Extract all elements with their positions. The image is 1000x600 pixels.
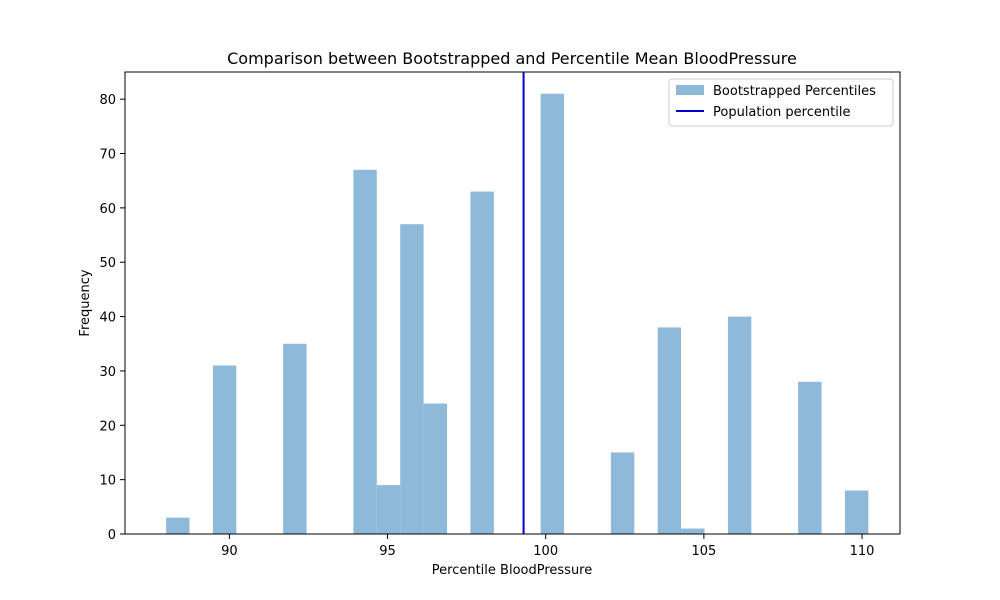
histogram-bar-10	[657, 327, 682, 534]
y-tick-label: 70	[99, 148, 116, 163]
x-tick-label: 110	[850, 544, 875, 559]
y-axis-label: Frequency	[78, 269, 93, 336]
histogram-bar-9	[610, 452, 635, 534]
y-tick-label: 60	[99, 202, 116, 217]
x-tick-label: 105	[691, 544, 716, 559]
legend-box	[668, 78, 894, 127]
y-tick-label: 30	[99, 365, 116, 380]
x-axis-label: Percentile BloodPressure	[432, 563, 592, 578]
histogram-bar-4	[376, 485, 401, 534]
histogram-bar-1	[212, 365, 237, 534]
x-tick-label: 95	[379, 544, 396, 559]
x-tick-label: 100	[533, 544, 558, 559]
histogram-bar-5	[400, 224, 424, 534]
histogram-bar-7	[470, 191, 494, 534]
legend-label-population: Population percentile	[713, 105, 850, 120]
histogram-bar-12	[727, 316, 752, 534]
histogram-bar-8	[540, 93, 565, 535]
y-axis-ticks: 0 10 20 30 40 50 60 70 80	[99, 93, 125, 543]
y-tick-label: 0	[108, 528, 116, 543]
y-tick-label: 80	[99, 93, 116, 108]
histogram-bar-11	[681, 528, 705, 534]
x-axis-ticks: 90 95 100 105 110	[221, 534, 874, 559]
y-tick-label: 20	[99, 419, 116, 434]
y-tick-label: 10	[99, 474, 116, 489]
x-tick-label: 90	[221, 544, 238, 559]
histogram-bar-6	[423, 403, 448, 534]
y-tick-label: 50	[99, 256, 116, 271]
histogram-bar-13	[798, 381, 822, 534]
legend-swatch-bootstrapped	[676, 85, 704, 95]
histogram-bar-14	[844, 490, 869, 534]
histogram-bar-2	[283, 343, 307, 534]
legend-label-bootstrapped: Bootstrapped Percentiles	[713, 84, 876, 99]
histogram-bars	[166, 93, 869, 535]
chart-title: Comparison between Bootstrapped and Perc…	[227, 49, 797, 68]
y-tick-label: 40	[99, 311, 116, 326]
plot-frame	[124, 71, 901, 535]
histogram-bar-3	[353, 169, 377, 534]
legend: Bootstrapped Percentiles Population perc…	[668, 78, 894, 127]
histogram-bar-0	[166, 517, 190, 534]
